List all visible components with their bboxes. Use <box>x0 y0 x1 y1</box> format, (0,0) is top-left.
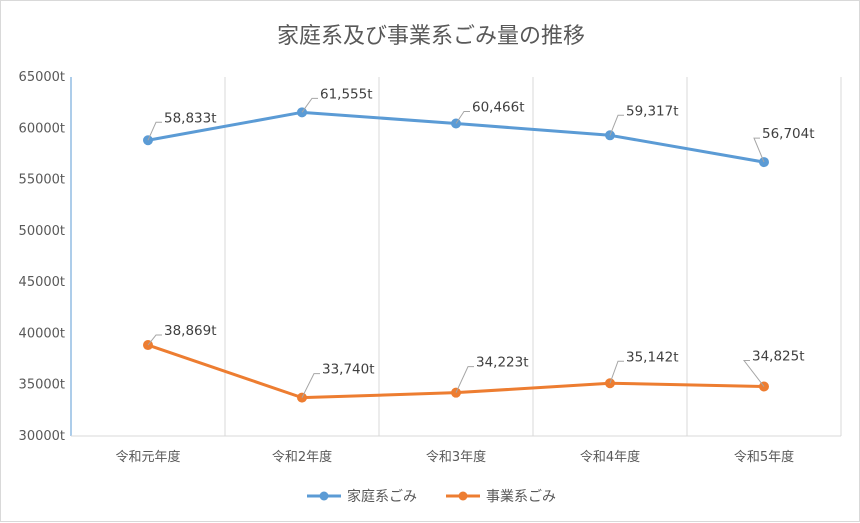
data-label: 34,223t <box>476 355 529 371</box>
y-tick-label: 50000t <box>19 224 65 239</box>
y-tick-label: 30000t <box>19 429 65 444</box>
data-label: 34,825t <box>752 349 805 365</box>
data-label: 58,833t <box>164 110 217 126</box>
legend-label-2: 事業系ごみ <box>486 489 556 505</box>
data-label: 33,740t <box>322 362 375 378</box>
x-tick-label: 令和4年度 <box>580 449 640 465</box>
leader-line <box>753 137 765 163</box>
y-axis-ticks: 30000t 35000t 40000t 45000t 50000t 55000t 6000… <box>19 70 65 444</box>
leader-line <box>455 366 474 393</box>
legend: 家庭系ごみ 事業系ごみ <box>307 488 556 505</box>
data-label: 61,555t <box>320 86 373 102</box>
leader-line <box>147 121 162 141</box>
data-labels: 58,833t 61,555t 60,466t 59,317t 56,704t 38,86… <box>147 86 815 398</box>
y-tick-label: 35000t <box>19 378 65 393</box>
y-tick-label: 65000t <box>19 70 65 85</box>
leader-line <box>455 111 470 124</box>
y-tick-label: 45000t <box>19 275 65 290</box>
leader-line <box>301 373 320 398</box>
data-label: 35,142t <box>626 349 679 365</box>
data-point <box>451 118 461 129</box>
data-label: 56,704t <box>762 126 815 142</box>
x-tick-label: 令和元年度 <box>115 449 180 465</box>
leader-line <box>301 97 318 113</box>
leader-line <box>742 360 765 387</box>
data-label: 60,466t <box>472 100 525 116</box>
legend-marker-1 <box>319 491 329 501</box>
y-tick-label: 40000t <box>19 326 65 341</box>
y-tick-label: 55000t <box>19 173 65 188</box>
y-tick-label: 60000t <box>19 121 65 136</box>
data-label: 59,317t <box>626 103 679 119</box>
legend-label-1: 家庭系ごみ <box>347 488 417 505</box>
x-tick-label: 令和2年度 <box>272 449 332 465</box>
x-tick-label: 令和5年度 <box>734 449 794 465</box>
leader-line <box>609 114 624 136</box>
chart-title: 家庭系及び事業系ごみ量の推移 <box>277 24 585 49</box>
grid-lines <box>224 77 842 436</box>
data-label: 38,869t <box>164 323 217 339</box>
x-axis-ticks: 令和元年度 令和2年度 令和3年度 令和4年度 令和5年度 <box>115 449 794 465</box>
x-tick-label: 令和3年度 <box>426 449 486 465</box>
legend-marker-2 <box>458 491 468 501</box>
leader-line <box>609 360 624 384</box>
leader-line <box>147 334 162 346</box>
